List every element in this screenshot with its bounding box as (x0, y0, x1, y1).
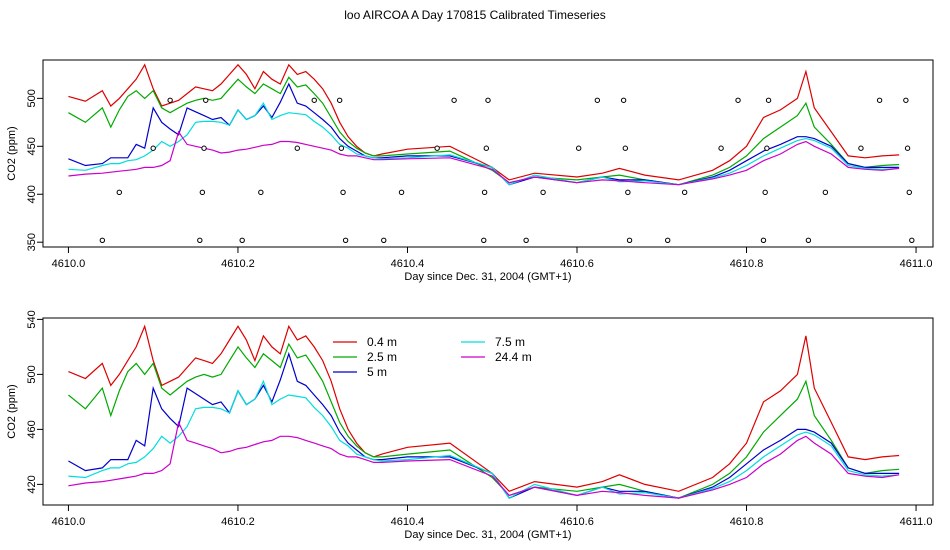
x-tick-label: 4610.2 (221, 258, 255, 270)
data-point-marker (523, 237, 529, 243)
y-tick-label: 460 (26, 420, 38, 438)
series-line-24-4m (68, 420, 900, 499)
data-point-marker (481, 189, 488, 196)
data-point-marker (822, 189, 829, 196)
data-point-marker (483, 145, 490, 151)
data-point-marker (398, 189, 405, 196)
data-point-marker (681, 189, 688, 196)
x-tick-label: 4610.0 (52, 516, 86, 528)
x-tick-label: 4610.8 (730, 258, 764, 270)
data-point-marker (765, 97, 772, 103)
series-line-0-4m (68, 63, 900, 181)
x-tick-label: 4611.0 (900, 516, 933, 528)
data-point-marker (762, 189, 768, 196)
data-point-marker (258, 189, 264, 196)
data-point-marker (760, 237, 767, 243)
series-line-7-5m (68, 102, 900, 186)
x-tick-label: 4610.8 (730, 516, 764, 528)
data-point-marker (167, 97, 173, 103)
series-line-5m (68, 351, 900, 499)
data-point-marker (336, 97, 343, 103)
data-point-marker (764, 145, 770, 151)
legend-label: 0.4 m (367, 335, 397, 349)
data-point-marker (199, 189, 206, 196)
y-axis-label: CO2 (ppm) (6, 126, 18, 180)
data-point-marker (451, 97, 457, 103)
data-point-marker (540, 189, 546, 196)
data-point-marker (381, 237, 387, 243)
data-point-marker (434, 145, 440, 151)
y-tick-label: 500 (26, 365, 38, 383)
data-point-marker (201, 145, 207, 151)
data-point-marker (625, 189, 631, 196)
data-point-marker (805, 237, 812, 243)
data-point-marker (338, 145, 345, 151)
data-point-marker (622, 145, 629, 151)
plot-frame-1 (42, 59, 934, 248)
legend-label: 2.5 m (367, 350, 397, 364)
series-line-2-5m (68, 76, 900, 186)
y-tick-label: 450 (26, 137, 38, 155)
data-point-marker (340, 189, 346, 196)
data-point-marker (150, 145, 156, 151)
data-point-marker (342, 237, 349, 243)
series-line-7-5m (68, 379, 900, 499)
data-point-marker (903, 97, 909, 103)
legend-label: 7.5 m (495, 335, 525, 349)
x-tick-label: 4610.4 (391, 258, 425, 270)
data-point-marker (575, 145, 582, 151)
data-point-marker (99, 237, 106, 243)
data-point-marker (116, 189, 122, 196)
data-point-marker (481, 237, 487, 243)
y-tick-label: 400 (26, 185, 38, 203)
series-line-0-4m (68, 324, 900, 493)
chart-title: loo AIRCOA A Day 170815 Calibrated Times… (344, 8, 606, 22)
y-tick-label: 420 (26, 475, 38, 493)
x-tick-label: 4610.6 (560, 516, 594, 528)
x-tick-label: 4611.0 (900, 258, 933, 270)
series-line-5m (68, 82, 900, 186)
data-point-marker (626, 237, 633, 243)
y-tick-label: 500 (26, 89, 38, 107)
x-tick-label: 4610.6 (560, 258, 594, 270)
data-point-marker (664, 237, 671, 243)
legend-label: 24.4 m (495, 350, 532, 364)
y-axis-label: CO2 (ppm) (6, 384, 18, 438)
data-point-marker (485, 97, 491, 103)
plot-frame-2 (42, 317, 934, 506)
data-point-marker (904, 145, 911, 151)
x-tick-label: 4610.4 (391, 516, 425, 528)
legend-label: 5 m (367, 365, 387, 379)
data-point-marker (203, 97, 209, 103)
data-point-marker (858, 145, 864, 151)
data-point-marker (594, 97, 601, 103)
x-tick-label: 4610.0 (52, 258, 86, 270)
data-point-marker (876, 97, 883, 103)
series-line-2-5m (68, 342, 900, 499)
data-point-marker (620, 97, 627, 103)
y-tick-label: 350 (26, 233, 38, 251)
data-point-marker (294, 145, 300, 151)
data-point-marker (909, 237, 915, 243)
data-point-marker (735, 97, 741, 103)
data-point-marker (718, 145, 724, 151)
y-tick-label: 540 (26, 310, 38, 328)
data-point-marker (906, 189, 912, 196)
x-tick-label: 4610.2 (221, 516, 255, 528)
x-axis-label: Day since Dec. 31, 2004 (GMT+1) (404, 529, 571, 541)
data-point-marker (197, 237, 203, 243)
data-point-marker (239, 237, 245, 243)
series-line-24-4m (68, 130, 900, 186)
x-axis-label: Day since Dec. 31, 2004 (GMT+1) (404, 271, 571, 283)
data-point-marker (311, 97, 317, 103)
